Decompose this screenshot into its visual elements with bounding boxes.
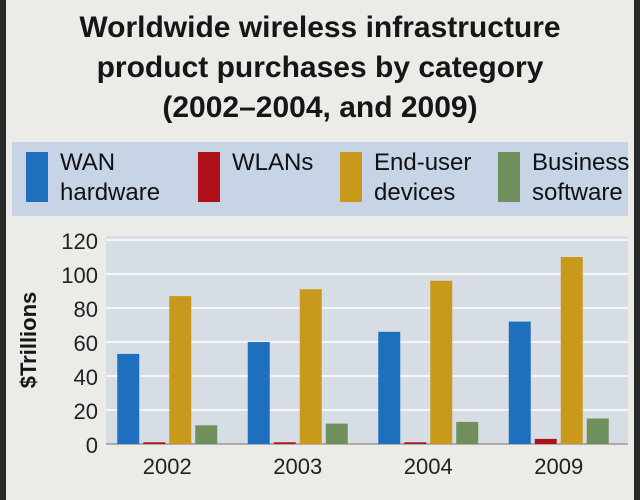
legend: WAN hardware WLANs End-user devices Busi… — [12, 142, 629, 216]
bar-wlans-2004 — [404, 442, 427, 444]
bar-wan-hardware-2003 — [247, 342, 270, 444]
y-tick-label: 80 — [74, 297, 98, 322]
legend-label-line: WAN — [60, 149, 116, 176]
bar-end-user-devices-2004 — [430, 280, 453, 444]
bar-end-user-devices-2009 — [560, 257, 583, 444]
bar-wan-hardware-2004 — [378, 331, 401, 444]
legend-label-line: hardware — [60, 179, 161, 206]
x-tick-label: 2004 — [404, 454, 453, 479]
bar-business-software-2002 — [195, 425, 218, 444]
bar-end-user-devices-2003 — [299, 289, 322, 444]
bar-wlans-2003 — [273, 442, 296, 444]
legend-label-end-user-devices: End-user devices — [374, 148, 471, 208]
bar-business-software-2004 — [456, 421, 479, 444]
x-tick-label: 2009 — [534, 454, 583, 479]
y-tick-label: 60 — [74, 331, 98, 356]
chart-title: Worldwide wireless infrastructure produc… — [10, 8, 630, 128]
y-tick-label: 100 — [61, 263, 98, 288]
legend-swatch-wlans — [198, 152, 220, 202]
legend-label-line: software — [532, 179, 623, 206]
legend-label-business-software: Business software — [532, 148, 629, 208]
legend-label-line: Business — [532, 149, 630, 176]
chart-title-line-2: product purchases by category — [96, 51, 544, 84]
legend-label-wan-hardware: WAN hardware — [60, 148, 160, 208]
bar-end-user-devices-2002 — [169, 296, 192, 444]
legend-label-line: devices — [374, 179, 456, 206]
right-border — [634, 0, 640, 500]
x-tick-label: 2003 — [273, 454, 322, 479]
x-tick-label: 2002 — [143, 454, 192, 479]
legend-swatch-business-software — [498, 152, 520, 202]
chart-title-line-3: (2002–2004, and 2009) — [162, 91, 478, 124]
legend-swatch-end-user-devices — [340, 152, 362, 202]
y-tick-label: 40 — [74, 365, 98, 390]
bar-business-software-2009 — [586, 418, 609, 444]
bar-wlans-2002 — [143, 442, 166, 444]
y-tick-label: 20 — [74, 399, 98, 424]
y-tick-label: 120 — [61, 229, 98, 254]
legend-label-wlans: WLANs — [232, 148, 313, 178]
y-tick-label: 0 — [86, 433, 98, 458]
bar-wlans-2009 — [534, 438, 557, 444]
legend-label-line: End-user — [374, 149, 472, 176]
bar-wan-hardware-2002 — [117, 353, 140, 444]
left-border — [0, 0, 6, 500]
legend-label-line: WLANs — [232, 149, 314, 176]
chart-title-line-1: Worldwide wireless infrastructure — [79, 11, 561, 44]
bar-business-software-2003 — [325, 423, 348, 444]
legend-swatch-wan-hardware — [26, 152, 48, 202]
bar-wan-hardware-2009 — [508, 321, 531, 444]
